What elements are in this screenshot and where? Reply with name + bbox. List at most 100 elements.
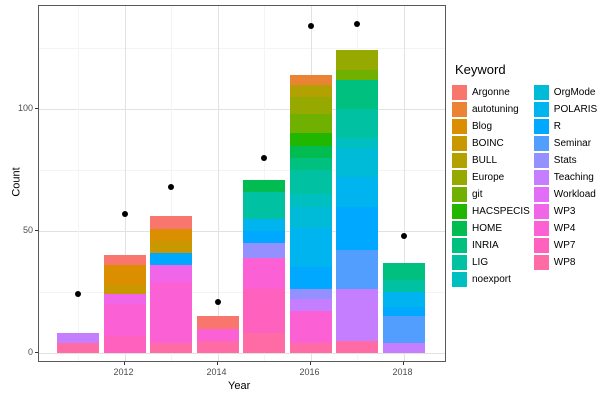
bar-segment-WP8 [196,340,239,353]
bar-segment-POLARIS [382,291,425,307]
legend-swatch-BOINC [452,136,467,151]
bar-segment-Stats [289,289,332,300]
bar-2015 [243,179,285,353]
bar-segment-WP8 [150,343,192,353]
bar-segment-Argonne [196,316,239,329]
legend-label: Workload [553,189,596,200]
y-axis-tick [35,108,38,109]
bar-segment-Teaching [336,289,378,341]
bar-2014 [196,316,239,353]
bar-segment-Blog [150,228,192,241]
legend-swatch-git [452,187,467,202]
legend-entry-HOME: HOME [452,220,530,237]
legend-entry-Seminar: Seminar [533,135,597,152]
legend-entry-LIG: LIG [452,254,530,271]
x-tick-label: 2016 [299,367,320,377]
bar-segment-POLARIS [336,177,378,207]
legend-swatch-Argonne [452,85,467,100]
y-axis-tick [35,230,38,231]
bar-segment-LIG [243,191,285,219]
y-tick-label: 50 [22,225,33,235]
legend-swatch-R [533,119,549,134]
gridline-x-minor [171,6,172,361]
bar-segment-BOINC [150,240,192,253]
x-tick-label: 2014 [206,367,227,377]
bar-segment-Blog [103,265,146,285]
legend-swatch-Workload [533,187,549,202]
legend-label: Stats [553,155,577,166]
bar-segment-OrgMode [289,206,332,229]
legend-label: git [472,189,483,200]
bar-segment-HOME [243,179,285,192]
legend-label: autotuning [472,104,519,115]
bar-segment-WP4 [243,257,285,290]
bar-2011 [57,333,99,353]
bar-segment-Argonne [103,255,146,266]
gridline-y-major [39,109,445,110]
y-tick-label: 100 [17,103,33,113]
gridline-y-minor [39,170,445,171]
bar-2016 [289,74,332,353]
gridline-x-minor [78,6,79,361]
legend-label: R [553,121,562,132]
bar-segment-R [336,206,378,251]
bar-segment-Teaching [57,333,99,344]
data-point-2018 [400,232,407,239]
data-point-2014 [214,298,221,305]
bar-segment-POLARIS [243,218,285,231]
data-point-2012 [121,210,128,217]
bar-segment-INRIA [382,262,425,280]
legend-label: LIG [472,257,489,268]
bar-segment-LIG [382,279,425,292]
bar-segment-WP8 [243,333,285,353]
gridline-y-major [39,353,445,354]
legend-swatch-WP8 [533,255,549,270]
bar-segment-WP7 [103,335,146,353]
gridline-x-major [124,6,126,361]
bar-segment-WP8 [289,343,332,353]
bar-segment-WP7 [243,289,285,334]
bar-2018 [382,262,425,353]
legend-swatch-WP3 [533,204,549,219]
bar-segment-INRIA [289,157,332,170]
bar-2012 [103,255,146,353]
legend-entry-R: R [533,118,597,135]
legend-swatch-autotuning [452,102,467,117]
bar-segment-Seminar [336,250,378,290]
legend-entry-Blog: Blog [452,118,530,135]
bar-segment-Europe [336,50,378,70]
legend-columns: Argonne autotuning Blog BOINC BULL Europe git H… [452,84,597,288]
bar-segment-INRIA [336,79,378,109]
legend-entry-Europe: Europe [452,169,530,186]
bar-segment-BOINC [103,284,146,295]
legend-entry-POLARIS: POLARIS [533,101,597,118]
bar-segment-OrgMode [336,147,378,178]
legend-swatch-WP4 [533,221,549,236]
x-tick-label: 2018 [392,367,413,377]
bar-segment-LIG [289,169,332,195]
data-point-2013 [168,184,174,191]
legend-swatch-BULL [452,153,467,168]
legend-title: Keyword [455,62,506,77]
legend-label: WP8 [553,257,576,268]
legend-label: WP4 [553,223,576,234]
bar-segment-WP4 [289,311,332,344]
bar-2013 [150,216,192,353]
legend-swatch-LIG [452,255,467,270]
legend-label: Europe [472,172,505,183]
bar-segment-WP3 [103,294,146,305]
legend-swatch-OrgMode [533,85,549,100]
bar-2017 [336,50,378,353]
x-axis-tick [402,362,404,365]
x-tick-label: 2012 [113,367,134,377]
gridline-x-major [217,6,219,361]
legend-label: noexport [472,274,511,285]
bar-segment-HOME [289,145,332,158]
legend-swatch-Europe [452,170,467,185]
legend-entry-Stats: Stats [533,152,597,169]
bar-segment-autotuning [289,74,332,85]
legend-entry-INRIA: INRIA [452,237,530,254]
y-axis-tick [35,352,38,353]
x-axis-tick [216,362,218,365]
legend-label: Argonne [472,87,510,98]
